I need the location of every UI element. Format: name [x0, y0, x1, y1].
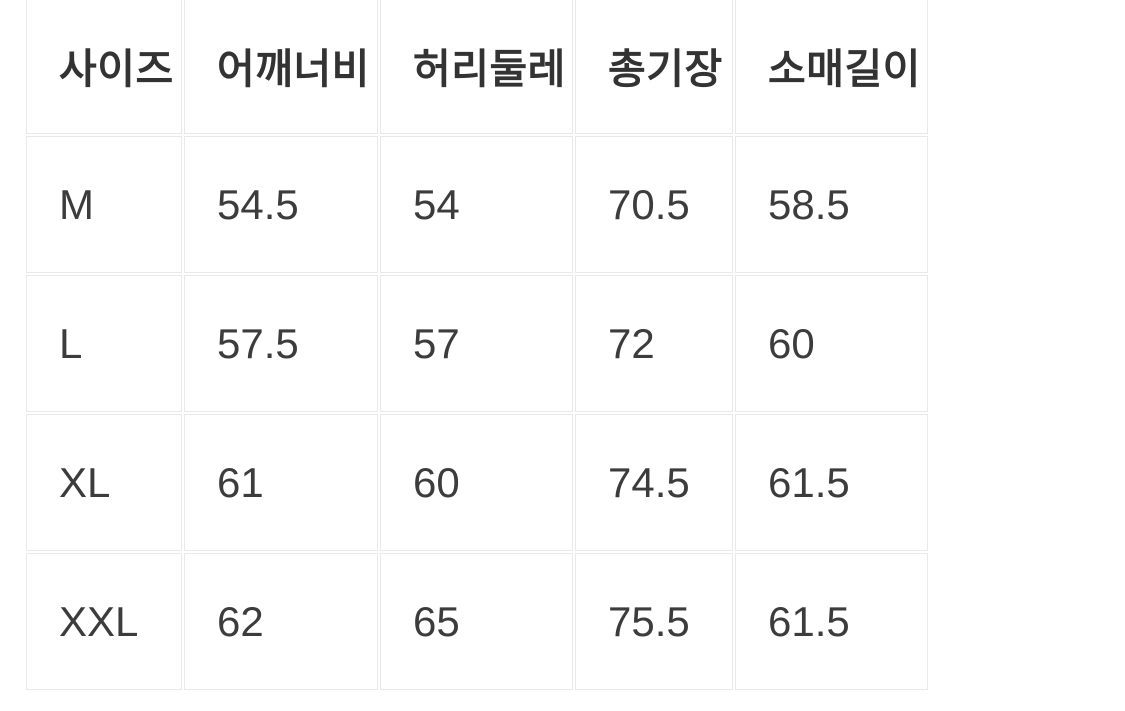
size-label: M	[26, 136, 182, 273]
sleeve-value: 58.5	[735, 136, 928, 273]
size-chart-table: 사이즈 어깨너비 허리둘레 총기장 소매길이 M 54.5 54 70.5 58…	[24, 0, 930, 692]
waist-value: 65	[380, 553, 573, 690]
column-header-waist: 허리둘레	[380, 0, 573, 134]
column-header-shoulder: 어깨너비	[184, 0, 378, 134]
size-chart-container: 사이즈 어깨너비 허리둘레 총기장 소매길이 M 54.5 54 70.5 58…	[24, 0, 930, 692]
length-value: 75.5	[575, 553, 733, 690]
shoulder-value: 54.5	[184, 136, 378, 273]
size-label: XL	[26, 414, 182, 551]
sleeve-value: 61.5	[735, 414, 928, 551]
column-header-sleeve: 소매길이	[735, 0, 928, 134]
size-label: XXL	[26, 553, 182, 690]
table-row-m: M 54.5 54 70.5 58.5	[26, 136, 928, 273]
length-value: 74.5	[575, 414, 733, 551]
table-row-xl: XL 61 60 74.5 61.5	[26, 414, 928, 551]
waist-value: 54	[380, 136, 573, 273]
shoulder-value: 61	[184, 414, 378, 551]
shoulder-value: 62	[184, 553, 378, 690]
waist-value: 60	[380, 414, 573, 551]
table-row-l: L 57.5 57 72 60	[26, 275, 928, 412]
sleeve-value: 61.5	[735, 553, 928, 690]
column-header-size: 사이즈	[26, 0, 182, 134]
length-value: 70.5	[575, 136, 733, 273]
waist-value: 57	[380, 275, 573, 412]
table-header-row: 사이즈 어깨너비 허리둘레 총기장 소매길이	[26, 0, 928, 134]
size-label: L	[26, 275, 182, 412]
table-row-xxl: XXL 62 65 75.5 61.5	[26, 553, 928, 690]
shoulder-value: 57.5	[184, 275, 378, 412]
column-header-length: 총기장	[575, 0, 733, 134]
sleeve-value: 60	[735, 275, 928, 412]
length-value: 72	[575, 275, 733, 412]
